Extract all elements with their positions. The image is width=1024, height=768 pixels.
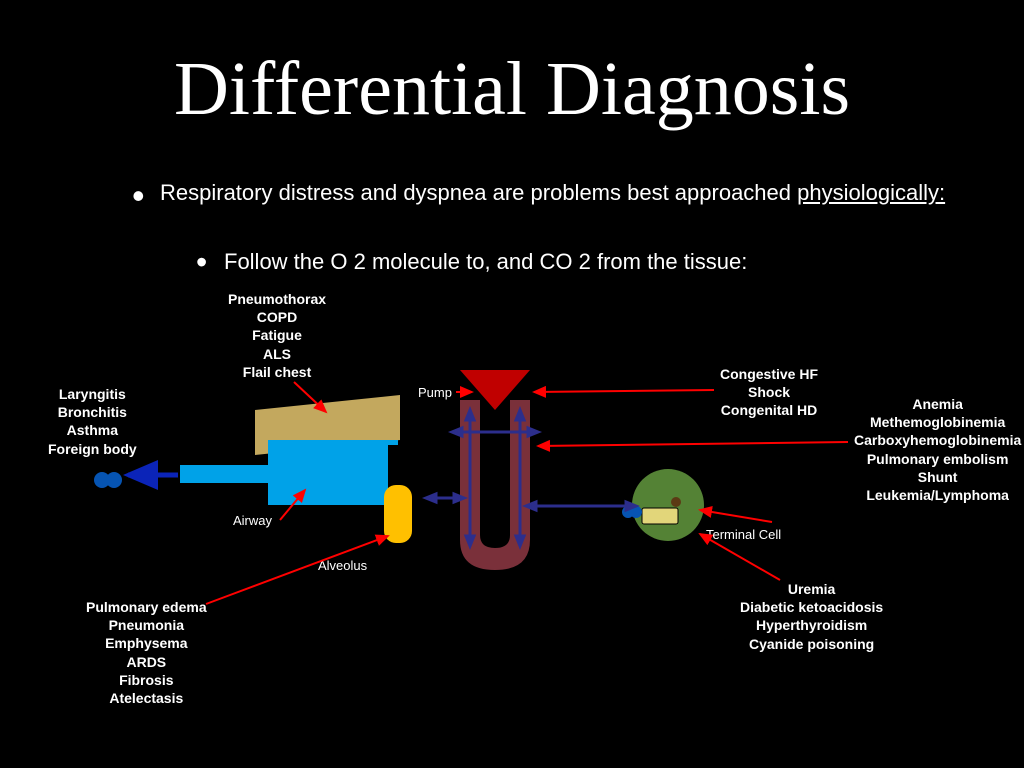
- alveolus-shape: [384, 485, 412, 543]
- arrow-cell-cond: [700, 534, 780, 580]
- arrow-pump-cond: [534, 390, 714, 392]
- arrow-alveolus-cond: [206, 536, 388, 604]
- arrow-terminal-label: [700, 510, 772, 522]
- airway-shape: [180, 440, 402, 505]
- physiology-diagram: [0, 0, 1024, 768]
- pump-internal-arrows: [426, 410, 636, 546]
- blood-cells-left: [94, 472, 122, 488]
- arrow-blood-cond: [538, 442, 848, 446]
